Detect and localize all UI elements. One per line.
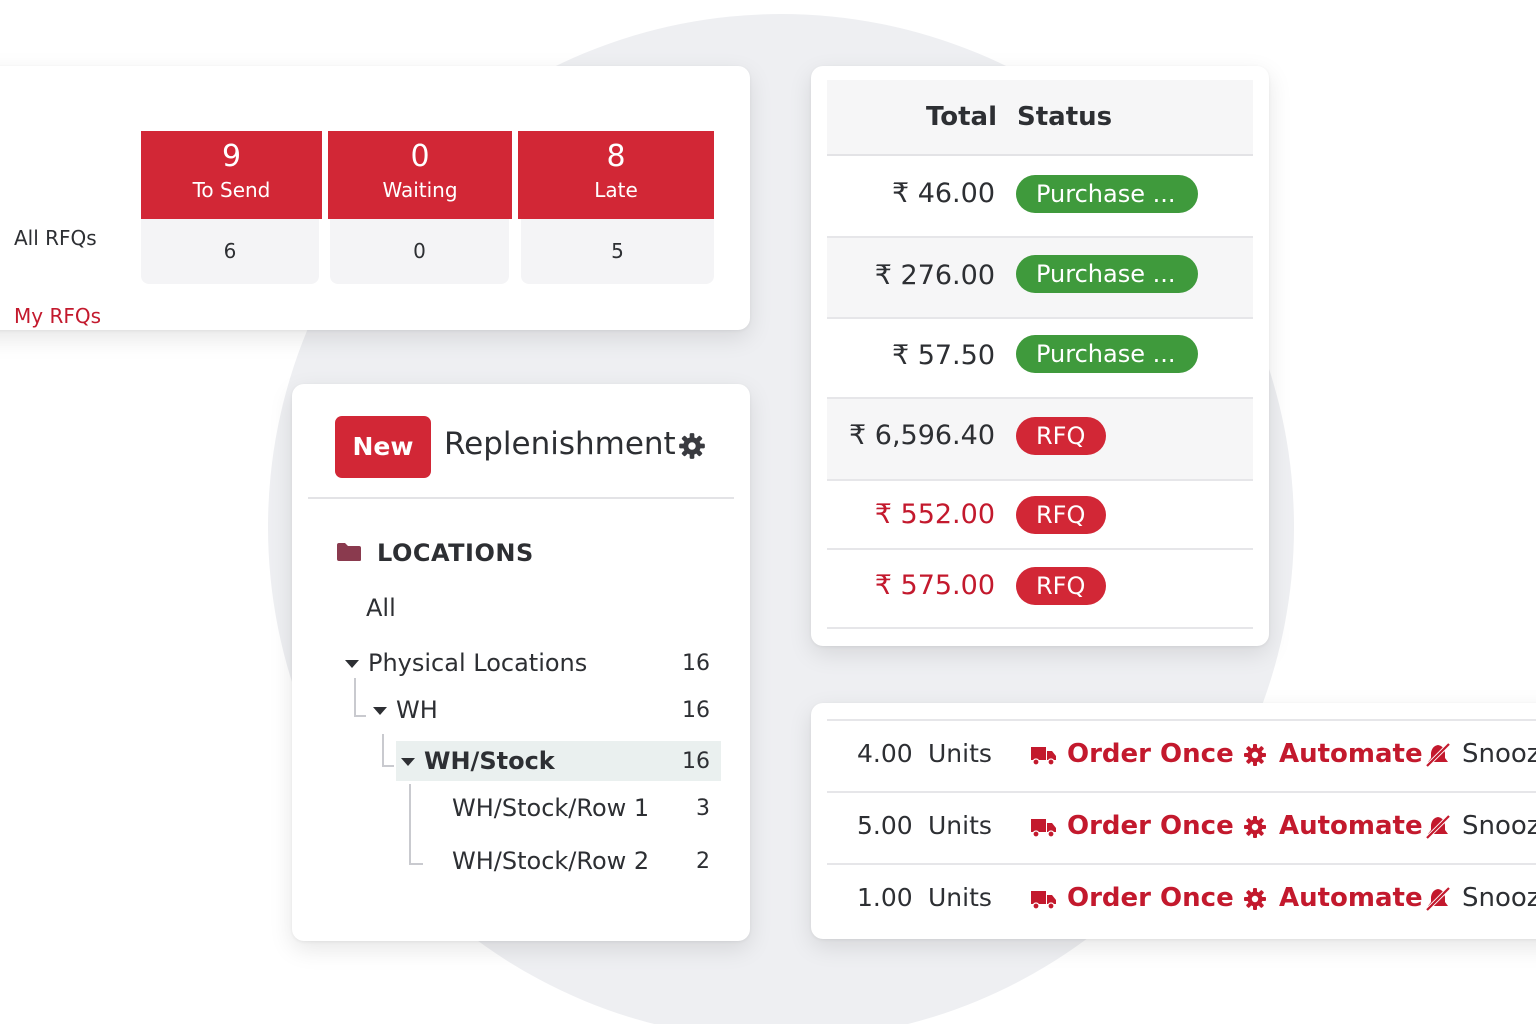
- tree-item-physical-locations[interactable]: Physical Locations: [368, 649, 588, 677]
- tree-connector: [382, 734, 384, 766]
- gear-icon: [1244, 744, 1266, 766]
- page-title: Replenishment: [444, 426, 676, 462]
- purchase-list-card: Total Status ₹ 46.00 Purchase ... ₹ 276.…: [811, 66, 1269, 646]
- caret-down-icon[interactable]: [373, 707, 387, 715]
- tree-item-count: 16: [682, 651, 710, 676]
- new-button[interactable]: New: [335, 416, 431, 478]
- automate-button[interactable]: Automate: [1279, 739, 1423, 769]
- tree-item-count: 16: [682, 698, 710, 723]
- location-filter-all[interactable]: All: [366, 594, 396, 622]
- status-badge: RFQ: [1016, 417, 1106, 455]
- rfq-waiting-label: Waiting: [382, 178, 458, 202]
- selected-tree-row: [396, 741, 721, 781]
- folder-icon: [337, 543, 361, 561]
- column-header-status[interactable]: Status: [1017, 102, 1113, 132]
- caret-down-icon[interactable]: [401, 758, 415, 766]
- rfq-summary-card: All RFQs My RFQs 9 To Send 0 Waiting 8 L…: [0, 66, 750, 330]
- bell-slash-icon: [1425, 743, 1451, 767]
- tree-connector: [409, 863, 423, 865]
- rfq-tile-to-send[interactable]: 9 To Send: [141, 131, 322, 219]
- rfq-tile-late[interactable]: 8 Late: [518, 131, 714, 219]
- tree-connector: [409, 784, 411, 864]
- uom-label: Units: [928, 883, 992, 912]
- order-once-button[interactable]: Order Once: [1067, 883, 1234, 913]
- row-amount: ₹ 46.00: [891, 178, 995, 209]
- table-row: 5.00 Units Order Once Automate: [827, 791, 1536, 863]
- column-header-total[interactable]: Total: [925, 102, 997, 132]
- snooze-button[interactable]: Snooz: [1462, 739, 1536, 769]
- rfq-late-count: 8: [606, 139, 626, 174]
- row-amount: ₹ 552.00: [874, 499, 995, 530]
- bell-slash-icon: [1425, 887, 1451, 911]
- tree-item-count: 2: [696, 849, 710, 874]
- tree-item-count: 3: [696, 796, 710, 821]
- order-once-button[interactable]: Order Once: [1067, 811, 1234, 841]
- uom-label: Units: [928, 811, 992, 840]
- tree-connector: [382, 765, 394, 767]
- rfq-to-send-count: 9: [221, 139, 242, 174]
- row-amount: ₹ 57.50: [891, 340, 995, 371]
- table-row: 1.00 Units Order Once Automate: [827, 863, 1536, 935]
- my-rfq-waiting-cell[interactable]: 0: [330, 219, 509, 284]
- order-once-button[interactable]: Order Once: [1067, 739, 1234, 769]
- tree-item-wh-stock-row-2[interactable]: WH/Stock/Row 2: [452, 847, 650, 875]
- row-amount: ₹ 575.00: [874, 570, 995, 601]
- truck-icon: [1031, 747, 1056, 766]
- quantity-value: 5.00: [857, 811, 913, 840]
- rfq-waiting-count: 0: [410, 139, 430, 174]
- replenishment-card: New Replenishment LOCATIONS All Physical…: [292, 384, 750, 941]
- rfq-to-send-label: To Send: [192, 178, 271, 202]
- table-row[interactable]: ₹ 276.00 Purchase ...: [827, 238, 1253, 319]
- rfq-late-label: Late: [594, 178, 638, 202]
- uom-label: Units: [928, 739, 992, 768]
- my-rfqs-link[interactable]: My RFQs: [14, 304, 102, 328]
- status-badge: RFQ: [1016, 567, 1106, 605]
- tree-item-wh-stock-row-1[interactable]: WH/Stock/Row 1: [452, 794, 650, 822]
- tree-item-wh-stock[interactable]: WH/Stock: [424, 747, 555, 775]
- rfq-tile-waiting[interactable]: 0 Waiting: [328, 131, 512, 219]
- tree-connector: [354, 678, 356, 716]
- gear-icon: [1244, 816, 1266, 838]
- truck-icon: [1031, 819, 1056, 838]
- table-header: Total Status: [827, 80, 1253, 156]
- status-badge: Purchase ...: [1016, 175, 1198, 213]
- snooze-button[interactable]: Snooz: [1462, 883, 1536, 913]
- quantity-value: 4.00: [857, 739, 913, 768]
- status-badge: RFQ: [1016, 496, 1106, 534]
- replenishment-actions-card: 4.00 Units Order Once Automate: [811, 703, 1536, 939]
- my-rfq-to-send-cell[interactable]: 6: [141, 219, 319, 284]
- automate-button[interactable]: Automate: [1279, 811, 1423, 841]
- tree-item-wh[interactable]: WH: [396, 696, 438, 724]
- header-divider: [308, 497, 734, 499]
- all-rfqs-label[interactable]: All RFQs: [14, 226, 97, 250]
- bell-slash-icon: [1425, 815, 1451, 839]
- quantity-value: 1.00: [857, 883, 913, 912]
- status-badge: Purchase ...: [1016, 255, 1198, 293]
- table-row: 4.00 Units Order Once Automate: [827, 719, 1536, 791]
- locations-heading: LOCATIONS: [377, 539, 534, 567]
- purchase-table: Total Status ₹ 46.00 Purchase ... ₹ 276.…: [827, 80, 1253, 629]
- tree-item-count: 16: [682, 749, 710, 774]
- status-badge: Purchase ...: [1016, 335, 1198, 373]
- truck-icon: [1031, 891, 1056, 910]
- automate-button[interactable]: Automate: [1279, 883, 1423, 913]
- table-row[interactable]: ₹ 552.00 RFQ: [827, 481, 1253, 550]
- gear-icon[interactable]: [678, 432, 706, 460]
- gear-icon: [1244, 888, 1266, 910]
- tree-connector: [354, 715, 366, 717]
- table-row[interactable]: ₹ 46.00 Purchase ...: [827, 156, 1253, 238]
- table-row[interactable]: ₹ 6,596.40 RFQ: [827, 399, 1253, 481]
- caret-down-icon[interactable]: [345, 660, 359, 668]
- row-amount: ₹ 276.00: [874, 260, 995, 291]
- my-rfq-late-cell[interactable]: 5: [521, 219, 714, 284]
- table-row[interactable]: ₹ 57.50 Purchase ...: [827, 319, 1253, 399]
- table-row[interactable]: ₹ 575.00 RFQ: [827, 550, 1253, 629]
- snooze-button[interactable]: Snooz: [1462, 811, 1536, 841]
- row-amount: ₹ 6,596.40: [849, 420, 995, 451]
